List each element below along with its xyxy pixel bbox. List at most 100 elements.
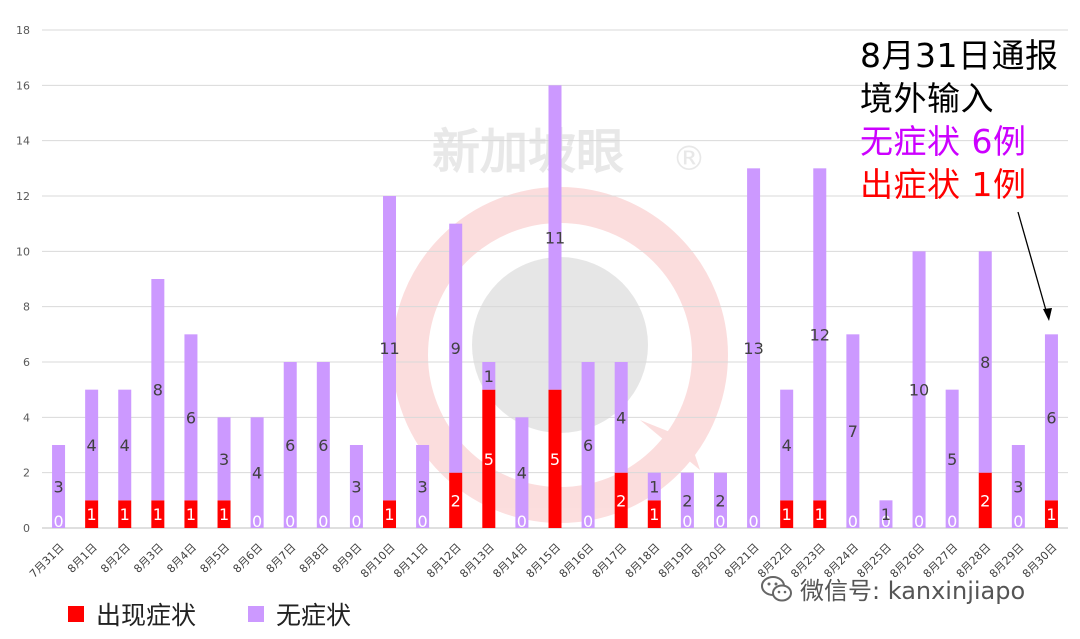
bar-symptomatic <box>780 500 794 528</box>
data-label-asymptomatic: 6 <box>583 436 593 455</box>
data-label-symptomatic: 2 <box>451 491 461 510</box>
x-tick-label: 8月13日 <box>457 541 497 581</box>
bar-asymptomatic <box>416 445 430 528</box>
data-label-symptomatic: 0 <box>715 512 725 531</box>
bar-asymptomatic <box>945 389 959 528</box>
bar-asymptomatic <box>548 85 562 390</box>
data-label-asymptomatic: 11 <box>379 339 399 358</box>
data-label-symptomatic: 5 <box>550 450 560 469</box>
bar-asymptomatic <box>118 389 132 501</box>
bar-asymptomatic <box>250 417 264 528</box>
data-label-symptomatic: 0 <box>914 512 924 531</box>
watermark-registered-mark: ® <box>672 139 706 179</box>
data-label-symptomatic: 1 <box>120 505 130 524</box>
x-tick-label: 8月2日 <box>98 541 133 576</box>
data-label-symptomatic: 0 <box>252 512 262 531</box>
data-label-asymptomatic: 12 <box>810 325 830 344</box>
y-tick-label: 4 <box>23 411 30 424</box>
data-label-asymptomatic: 1 <box>649 478 659 497</box>
bar-asymptomatic <box>912 251 926 529</box>
data-label-symptomatic: 1 <box>219 505 229 524</box>
data-label-asymptomatic: 4 <box>782 436 792 455</box>
data-label-symptomatic: 0 <box>583 512 593 531</box>
data-label-asymptomatic: 3 <box>418 478 428 497</box>
legend-swatch-asymptomatic <box>248 606 265 622</box>
bar-symptomatic <box>449 472 463 528</box>
legend: 出现症状 无症状 <box>68 596 403 632</box>
y-tick-label: 14 <box>16 135 30 148</box>
data-label-asymptomatic: 3 <box>53 478 63 497</box>
data-label-symptomatic: 1 <box>384 505 394 524</box>
bar-asymptomatic <box>316 362 330 528</box>
x-tick-label: 8月15日 <box>524 541 564 581</box>
legend-item-asymptomatic: 无症状 <box>248 596 351 632</box>
data-label-symptomatic: 0 <box>53 512 63 531</box>
x-tick-label: 8月20日 <box>689 541 729 581</box>
data-label-asymptomatic: 8 <box>980 353 990 372</box>
data-label-symptomatic: 1 <box>782 505 792 524</box>
bar-symptomatic <box>548 389 562 528</box>
data-label-asymptomatic: 4 <box>252 464 262 483</box>
data-label-asymptomatic: 7 <box>848 422 858 441</box>
bar-asymptomatic <box>449 223 463 473</box>
bar-asymptomatic <box>1011 445 1025 528</box>
data-label-symptomatic: 0 <box>517 512 527 531</box>
y-tick-label: 16 <box>16 79 30 92</box>
y-tick-label: 10 <box>16 245 30 258</box>
watermark-account-text: 微信号: kanxinjiapo <box>800 577 1026 605</box>
data-label-asymptomatic: 4 <box>87 436 97 455</box>
data-label-asymptomatic: 2 <box>682 491 692 510</box>
data-label-symptomatic: 1 <box>186 505 196 524</box>
bar-asymptomatic <box>52 445 66 528</box>
bar-asymptomatic <box>813 168 827 501</box>
data-label-asymptomatic: 3 <box>219 450 229 469</box>
annotation-line-2: 境外输入 <box>860 79 994 118</box>
legend-label-asymptomatic: 无症状 <box>276 601 352 630</box>
y-tick-label: 2 <box>23 467 30 480</box>
bar-symptomatic <box>978 472 992 528</box>
x-tick-label: 8月16日 <box>557 541 597 581</box>
annotation-box: 8月31日通报 境外输入 无症状 6例 出症状 1例 <box>860 34 1059 206</box>
data-label-symptomatic: 1 <box>649 505 659 524</box>
bar-asymptomatic <box>515 417 529 528</box>
x-tick-label: 8月17日 <box>590 541 630 581</box>
data-label-asymptomatic: 9 <box>451 339 461 358</box>
data-label-symptomatic: 1 <box>153 505 163 524</box>
x-tick-label: 8月11日 <box>391 541 431 581</box>
data-label-symptomatic: 1 <box>815 505 825 524</box>
x-tick-label: 7月31日 <box>27 541 67 581</box>
bar-asymptomatic <box>581 362 595 528</box>
data-label-symptomatic: 2 <box>616 491 626 510</box>
x-tick-label: 8月7日 <box>264 541 299 576</box>
x-tick-label: 8月1日 <box>65 541 100 576</box>
bar-asymptomatic <box>846 334 860 528</box>
data-label-asymptomatic: 1 <box>881 505 891 524</box>
data-label-asymptomatic: 2 <box>715 491 725 510</box>
bar-symptomatic <box>647 500 661 528</box>
annotation-line-3: 无症状 6例 <box>860 122 1027 161</box>
x-tick-label: 8月3日 <box>131 541 166 576</box>
data-label-asymptomatic: 10 <box>909 381 929 400</box>
bar-symptomatic <box>85 500 99 528</box>
bar-asymptomatic <box>879 500 893 528</box>
data-label-asymptomatic: 1 <box>484 367 494 386</box>
bar-symptomatic <box>151 500 165 528</box>
data-label-symptomatic: 0 <box>351 512 361 531</box>
legend-label-symptomatic: 出现症状 <box>96 601 197 630</box>
data-label-symptomatic: 0 <box>848 512 858 531</box>
data-label-asymptomatic: 3 <box>351 478 361 497</box>
data-label-symptomatic: 0 <box>748 512 758 531</box>
data-label-symptomatic: 2 <box>980 491 990 510</box>
data-label-symptomatic: 0 <box>418 512 428 531</box>
x-tick-label: 8月18日 <box>623 541 663 581</box>
bar-asymptomatic <box>383 196 397 501</box>
bar-asymptomatic <box>647 472 661 501</box>
x-tick-label: 8月21日 <box>722 541 762 581</box>
bar-symptomatic <box>184 500 198 528</box>
data-label-symptomatic: 0 <box>285 512 295 531</box>
data-label-symptomatic: 5 <box>484 450 494 469</box>
bar-asymptomatic <box>482 362 496 390</box>
data-label-asymptomatic: 13 <box>743 339 763 358</box>
data-label-asymptomatic: 6 <box>186 408 196 427</box>
